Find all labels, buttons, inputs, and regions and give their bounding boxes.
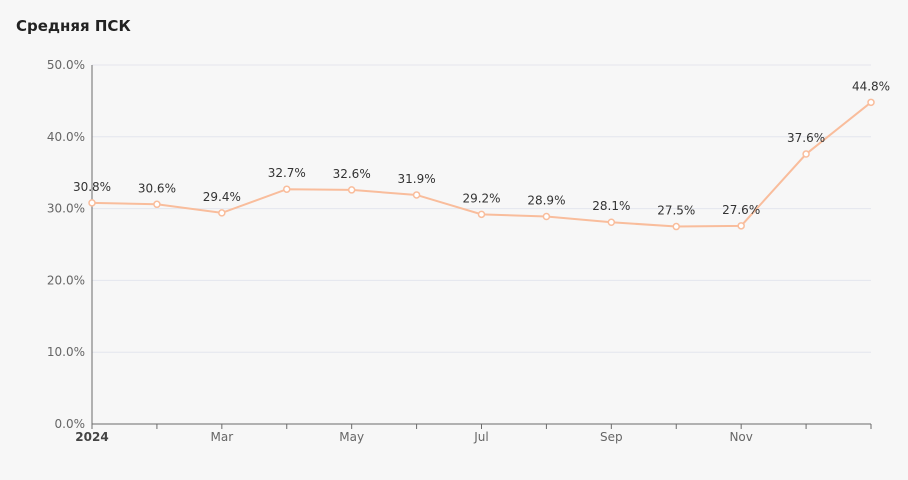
data-point [477,210,486,219]
data-label: 28.9% [527,193,565,207]
data-label: 29.4% [203,190,241,204]
y-tick-label: 50.0% [47,58,85,72]
x-tick-label: Mar [211,430,234,444]
tick-labels: 0.0% 10.0% 20.0% 30.0% 40.0% 50.0% 2024 Mar May J… [47,58,753,444]
data-point [867,98,875,107]
data-label: 32.6% [333,167,371,181]
x-tick-label: Sep [600,430,623,444]
data-label: 30.8% [73,180,111,194]
data-label: 37.6% [787,131,825,145]
data-point [153,200,161,209]
data-point [607,218,616,226]
data-point [737,222,745,230]
y-tick-label: 10.0% [47,345,85,359]
data-point [347,186,356,194]
y-tick-label: 40.0% [47,130,85,144]
data-label: 27.5% [657,204,695,218]
x-tick-label: May [339,430,364,444]
y-tick-label: 0.0% [55,417,86,431]
data-point [283,185,291,193]
data-point [88,199,96,207]
data-label: 27.6% [722,203,760,217]
data-label: 32.7% [268,166,306,180]
grid-lines [92,64,871,353]
data-point [412,191,421,199]
data-point [542,212,551,221]
x-tick-label: Nov [729,430,752,444]
axes [91,65,872,429]
data-labels: 30.8% 30.6% 29.4% 32.7% 32.6% 31.9% 29.2% 28.9%… [73,79,890,217]
data-label: 31.9% [398,172,436,186]
y-tick-label: 30.0% [47,202,85,216]
y-tick-label: 20.0% [47,273,85,287]
data-label: 30.6% [138,181,176,195]
data-label: 28.1% [592,199,630,213]
x-tick-label: Jul [473,430,488,444]
data-label: 44.8% [852,79,890,93]
x-tick-label: 2024 [75,430,108,444]
series-points [88,98,875,231]
data-point [218,209,226,217]
data-point [672,222,680,231]
chart-title: Средняя ПСК [16,17,131,35]
data-point [802,150,810,158]
data-label: 29.2% [462,191,500,205]
